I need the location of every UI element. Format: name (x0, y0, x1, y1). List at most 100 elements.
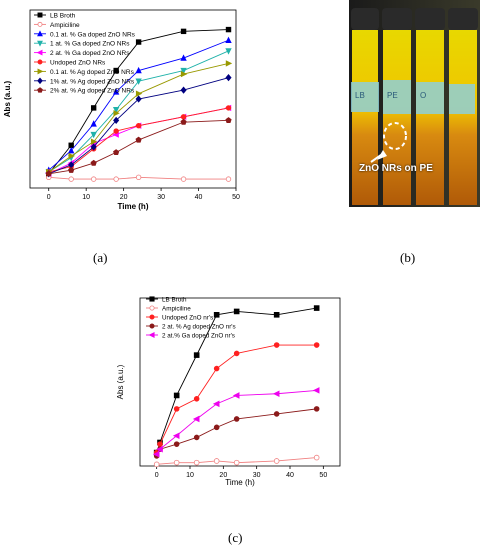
data-point (135, 39, 142, 45)
legend-marker (148, 331, 155, 339)
data-point (233, 459, 240, 466)
x-axis-label: Time (h) (225, 478, 255, 487)
legend-entry: 2 at. % Ag doped ZnO nr's (162, 324, 236, 331)
data-point (273, 458, 280, 464)
series-3 (153, 406, 320, 459)
chart-a: 0 10 20 30 40 50 Time (h) Abs (a.u.) LB Broth Amp… (3, 9, 240, 211)
data-point (225, 26, 232, 33)
panel-label-b: (b) (400, 250, 416, 265)
series-4 (152, 387, 320, 458)
legend-marker (37, 87, 43, 93)
tube-2 (382, 8, 412, 205)
data-point (135, 90, 143, 97)
plot-frame (139, 297, 341, 467)
data-point (112, 88, 120, 95)
data-point (192, 415, 200, 423)
data-point (180, 176, 187, 182)
legend-marker (37, 68, 44, 75)
data-point (225, 74, 232, 82)
data-point (135, 174, 142, 181)
data-point (90, 143, 97, 151)
data-point (180, 114, 187, 120)
data-point (273, 311, 280, 318)
data-point (213, 458, 220, 464)
dashed-circle-marker (383, 122, 407, 150)
data-point (193, 352, 200, 358)
data-point (90, 138, 98, 145)
x-tick-label: 10 (82, 194, 90, 201)
x-tick-label: 0 (47, 194, 51, 201)
data-point (135, 122, 142, 129)
series-8 (45, 117, 232, 177)
data-point (153, 461, 160, 468)
data-point (213, 311, 220, 318)
data-point (193, 396, 200, 402)
x-tick-label: 20 (219, 472, 227, 479)
data-point (90, 159, 97, 166)
x-tick-label: 30 (157, 194, 165, 201)
data-point (213, 365, 220, 372)
y-axis-label: Abs (a.u.) (3, 80, 12, 117)
tube-3 (415, 8, 445, 205)
legend-entry: 2 at.% Ga doped ZnO nr's (162, 333, 235, 340)
legend-entry: 0.1 at. % Ag doped ZnO NRs (50, 69, 135, 76)
x-axis-label: Time (h) (118, 202, 149, 211)
test-tubes-illustration: LB PE O (349, 0, 480, 207)
data-point (173, 392, 180, 399)
data-point (272, 390, 280, 398)
legend-entry: 2 at. % Ga doped ZnO NRs (50, 50, 130, 57)
data-point (273, 342, 280, 348)
panel-label-a: (a) (93, 250, 108, 265)
data-point (193, 434, 200, 441)
data-point (233, 416, 240, 422)
data-point (180, 28, 187, 35)
plot-frame (29, 9, 237, 189)
data-point (173, 406, 180, 412)
legend: LB Broth Ampiciline Undoped ZnO nr's 2 at. … (146, 296, 236, 340)
data-point (212, 400, 220, 408)
legend-marker (149, 296, 155, 302)
data-point (232, 392, 240, 399)
data-point (135, 95, 142, 103)
data-point (313, 406, 320, 412)
chart-c: 0 10 20 30 40 50 Time (h) Abs (a.u.) LB Broth Amp… (116, 296, 341, 487)
data-point (172, 432, 180, 440)
data-point (180, 86, 187, 94)
legend-marker (36, 49, 43, 56)
panel-label-c: (c) (228, 530, 243, 545)
data-point (180, 118, 187, 125)
data-point (156, 445, 163, 453)
data-point (233, 350, 240, 357)
data-point (113, 128, 119, 134)
tube-label-3: O (420, 91, 426, 100)
series-line (156, 307, 317, 453)
legend-marker (37, 12, 43, 18)
data-point (312, 387, 320, 394)
x-tick-label: 50 (232, 194, 240, 201)
series-2 (45, 36, 232, 173)
data-point (45, 170, 52, 177)
data-point (213, 424, 220, 431)
data-point (135, 136, 142, 143)
data-point (225, 117, 232, 123)
x-tick-label: 50 (319, 472, 327, 479)
legend-marker (37, 77, 43, 85)
photo-test-tubes: LB PE O ZnO NRs on PE (349, 0, 480, 207)
data-point (173, 459, 180, 466)
x-tick-label: 10 (186, 472, 194, 479)
data-point (225, 36, 232, 43)
y-axis-label: Abs (a.u.) (116, 364, 125, 399)
legend-marker (37, 21, 43, 27)
data-point (68, 166, 75, 173)
legend-marker (37, 59, 43, 65)
legend-marker (37, 40, 43, 47)
series-line (156, 344, 317, 453)
x-tick-label: 30 (253, 472, 261, 479)
data-point (135, 66, 142, 74)
data-point (68, 176, 74, 182)
legend-entry: 1 at. % Ga doped ZnO NRs (50, 41, 130, 48)
data-point (225, 60, 233, 67)
x-tick-label: 0 (155, 472, 159, 479)
data-point (313, 454, 320, 461)
legend-marker (149, 314, 155, 320)
